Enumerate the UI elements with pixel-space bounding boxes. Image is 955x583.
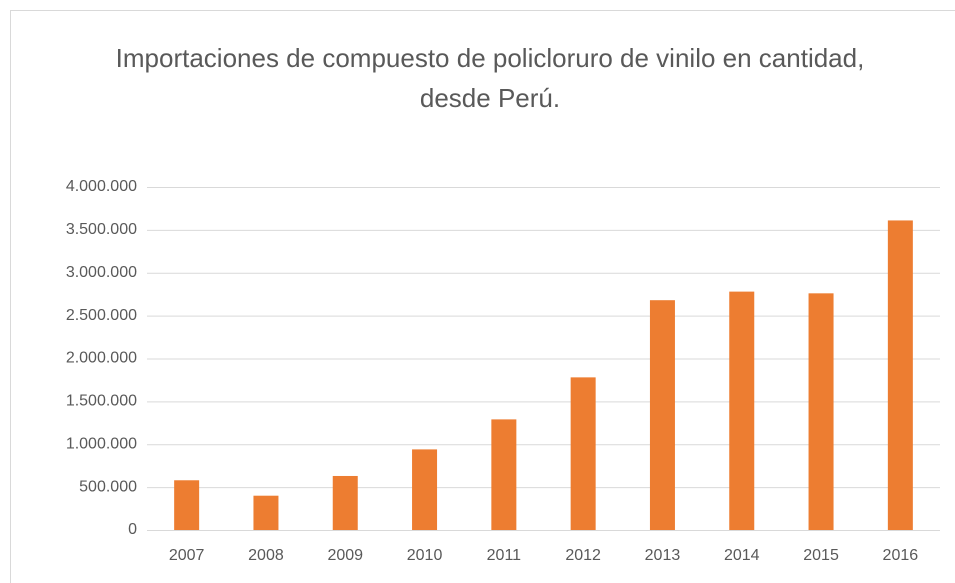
x-tick-label: 2007 bbox=[169, 547, 205, 564]
x-tick-label: 2009 bbox=[327, 547, 363, 564]
y-tick-label: 1.500.000 bbox=[66, 393, 137, 410]
bar bbox=[729, 291, 755, 530]
x-tick-label: 2010 bbox=[407, 547, 443, 564]
chart-border bbox=[10, 10, 955, 583]
bar bbox=[808, 293, 834, 530]
bar bbox=[253, 495, 279, 530]
bar bbox=[570, 377, 596, 530]
x-tick-label: 2014 bbox=[724, 547, 760, 564]
x-tick-label: 2015 bbox=[803, 547, 839, 564]
x-tick-label: 2012 bbox=[565, 547, 601, 564]
chart-title: Importaciones de compuesto de policlorur… bbox=[115, 43, 865, 113]
x-tick-label: 2016 bbox=[883, 547, 919, 564]
x-tick-label: 2011 bbox=[487, 547, 522, 564]
bar bbox=[887, 220, 913, 530]
y-tick-label: 2.000.000 bbox=[66, 350, 137, 367]
y-tick-label: 0 bbox=[128, 521, 137, 538]
y-tick-label: 4.000.000 bbox=[66, 178, 137, 195]
x-tick-label: 2008 bbox=[248, 547, 284, 564]
y-tick-label: 1.000.000 bbox=[66, 435, 137, 452]
bar bbox=[332, 475, 358, 530]
y-tick-label: 500.000 bbox=[79, 478, 137, 495]
bar bbox=[174, 480, 200, 530]
y-tick-label: 3.000.000 bbox=[66, 264, 137, 281]
x-tick-label: 2013 bbox=[645, 547, 681, 564]
bar bbox=[412, 449, 438, 530]
bar bbox=[491, 419, 517, 530]
y-tick-label: 2.500.000 bbox=[66, 307, 137, 324]
y-tick-label: 3.500.000 bbox=[66, 221, 137, 238]
bar bbox=[649, 300, 675, 530]
